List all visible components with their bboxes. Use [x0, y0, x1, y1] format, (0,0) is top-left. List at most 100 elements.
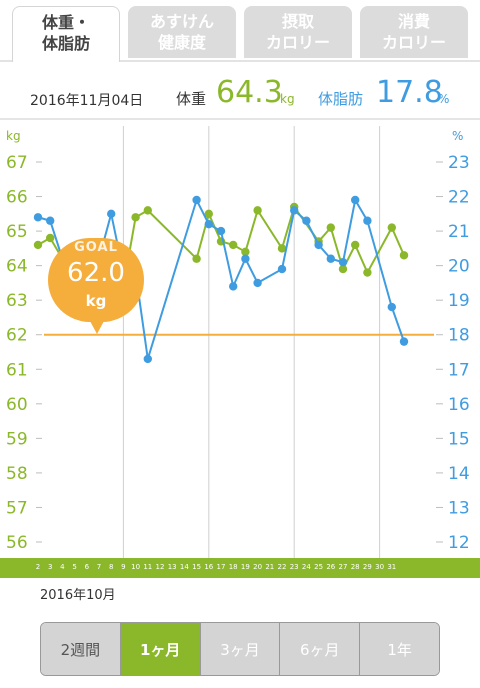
weight-point-0[interactable] — [33, 240, 43, 250]
bodyfat-point-0[interactable] — [33, 213, 43, 222]
goal-bubble: GOAL 62.0 kg — [48, 238, 144, 334]
bodyfat-point-9[interactable] — [192, 195, 201, 205]
left-tick-label: 58 — [6, 464, 28, 484]
day-label: 15 — [192, 563, 202, 571]
bodyfat-point-13[interactable] — [241, 254, 250, 263]
weight-bodyfat-chart[interactable]: kg 56 57 58 59 60 61 62 63 64 65 66 67 % 12 13 14 15 16 17… — [0, 122, 480, 558]
day-label: 22 — [277, 563, 287, 571]
bodyfat-point-1[interactable] — [46, 216, 55, 225]
range-6months-button[interactable]: 6ヶ月 — [280, 623, 361, 675]
left-tick-label: 56 — [6, 533, 28, 553]
current-date: 2016年11月04日 — [30, 93, 144, 109]
month-label: 2016年10月 — [40, 588, 116, 603]
weight-point-8[interactable] — [192, 254, 201, 263]
left-axis-unit: kg — [6, 129, 21, 143]
bodyfat-point-14[interactable] — [253, 278, 262, 288]
weight-value: 64.3 — [216, 75, 283, 110]
right-tick-label: 15 — [448, 429, 470, 449]
weight-unit: kg — [280, 92, 295, 106]
bodyfat-point-20[interactable] — [338, 257, 348, 267]
chart-grid — [122, 126, 381, 558]
day-label: 14 — [179, 563, 189, 571]
right-tick-label: 17 — [448, 360, 470, 380]
weight-point-7[interactable] — [143, 206, 152, 215]
bodyfat-point-17[interactable] — [302, 216, 311, 225]
day-label: 4 — [60, 563, 65, 571]
right-tick-label: 13 — [448, 498, 470, 518]
day-label: 29 — [362, 563, 372, 571]
weight-point-20[interactable] — [363, 268, 372, 277]
bodyfat-point-11[interactable] — [216, 226, 226, 236]
weight-point-11[interactable] — [229, 240, 238, 250]
bodyfat-label: 体脂肪 — [318, 90, 364, 108]
bodyfat-point-21[interactable] — [351, 195, 360, 205]
bodyfat-point-8[interactable] — [143, 354, 152, 364]
day-label: 16 — [204, 563, 214, 571]
weight-point-6[interactable] — [131, 213, 140, 222]
day-label: 5 — [72, 563, 77, 571]
day-label: 12 — [155, 563, 165, 571]
weight-point-9[interactable] — [204, 209, 213, 219]
weight-point-14[interactable] — [277, 244, 287, 253]
left-tick-label: 63 — [6, 291, 28, 311]
weight-label: 体重 — [176, 90, 207, 108]
bodyfat-point-10[interactable] — [204, 219, 213, 229]
weight-point-22[interactable] — [399, 251, 409, 260]
left-tick-label: 64 — [6, 257, 28, 277]
bodyfat-point-19[interactable] — [326, 254, 335, 263]
tab-burned-calories[interactable]: 消費 カロリー — [360, 6, 468, 58]
bodyfat-point-23[interactable] — [387, 302, 396, 312]
bodyfat-unit: % — [438, 92, 450, 106]
day-label: 23 — [289, 563, 299, 571]
tab-asken-health[interactable]: あすけん 健康度 — [128, 6, 236, 58]
day-label: 9 — [121, 563, 126, 571]
day-label: 21 — [265, 563, 275, 571]
weight-point-13[interactable] — [253, 206, 262, 215]
bodyfat-point-15[interactable] — [277, 264, 287, 274]
weight-point-12[interactable] — [241, 247, 250, 257]
bodyfat-point-18[interactable] — [314, 240, 323, 250]
right-tick-label: 20 — [448, 257, 470, 277]
left-tick-label: 57 — [6, 498, 28, 518]
bodyfat-point-12[interactable] — [229, 282, 238, 291]
left-tick-label: 59 — [6, 429, 28, 449]
day-label: 2 — [35, 563, 41, 571]
day-axis-strip: 2 3 4 5 6 7 8 9 10 11 12 13 14 15 16 17 18 19 20 21 22 23 24 25… — [0, 558, 480, 578]
range-1year-button[interactable]: 1年 — [360, 623, 439, 675]
bodyfat-point-22[interactable] — [363, 216, 372, 225]
day-label: 10 — [131, 563, 141, 571]
bodyfat-value: 17.8 — [376, 75, 443, 110]
weight-point-19[interactable] — [351, 240, 360, 250]
day-label: 19 — [240, 563, 250, 571]
weight-point-21[interactable] — [387, 223, 396, 232]
right-tick-label: 22 — [448, 188, 470, 208]
range-selector: 2週間 1ヶ月 3ヶ月 6ヶ月 1年 — [40, 622, 440, 676]
goal-value: 62.0 — [67, 258, 125, 288]
weight-point-18[interactable] — [338, 264, 348, 274]
weight-point-1[interactable] — [46, 233, 55, 243]
right-tick-label: 14 — [448, 464, 470, 484]
tab-intake-calories[interactable]: 摂取 カロリー — [244, 6, 352, 58]
tab-weight-bodyfat[interactable]: 体重・ 体脂肪 — [12, 6, 120, 62]
day-label: 26 — [326, 563, 336, 571]
day-label: 24 — [301, 563, 311, 571]
right-tick-label: 18 — [448, 326, 470, 346]
day-label: 18 — [228, 563, 238, 571]
left-tick-label: 60 — [6, 395, 28, 415]
bodyfat-point-16[interactable] — [290, 206, 299, 215]
day-label: 31 — [387, 563, 397, 571]
right-tick-label: 21 — [448, 222, 470, 242]
bodyfat-point-24[interactable] — [399, 337, 409, 346]
right-tick-label: 23 — [448, 153, 470, 173]
range-2weeks-button[interactable]: 2週間 — [41, 623, 121, 675]
weight-point-17[interactable] — [326, 223, 335, 232]
tab-bar: 体重・ 体脂肪 あすけん 健康度 摂取 カロリー 消費 カロリー — [0, 0, 480, 62]
day-label: 20 — [253, 563, 263, 571]
range-3months-button[interactable]: 3ヶ月 — [200, 623, 281, 675]
left-axis: kg 56 57 58 59 60 61 62 63 64 65 66 67 — [6, 129, 42, 553]
day-label: 11 — [143, 563, 153, 571]
day-label: 8 — [108, 563, 114, 571]
bodyfat-point-5[interactable] — [107, 209, 116, 219]
range-1month-button[interactable]: 1ヶ月 — [120, 623, 201, 675]
right-tick-label: 16 — [448, 395, 470, 415]
